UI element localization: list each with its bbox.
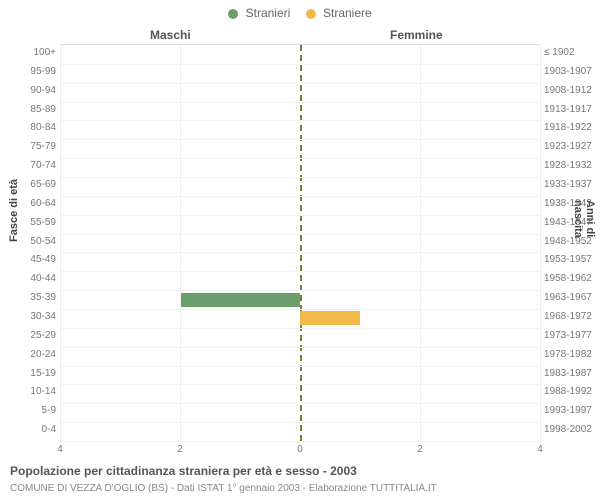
table-row	[60, 366, 540, 386]
table-row	[60, 384, 540, 404]
y-tick-birth: 1978-1982	[544, 346, 600, 365]
table-row	[60, 83, 540, 103]
gridline	[540, 45, 541, 441]
y-tick-birth: 1983-1987	[544, 365, 600, 384]
y-tick-age: 15-19	[0, 365, 56, 384]
table-row	[60, 347, 540, 367]
legend-item-male: Stranieri	[228, 6, 290, 20]
table-row	[60, 215, 540, 235]
y-tick-age: 50-54	[0, 233, 56, 252]
legend-item-female: Straniere	[306, 6, 372, 20]
y-tick-age: 10-14	[0, 383, 56, 402]
x-tick: 0	[297, 444, 303, 455]
y-tick-birth: 1998-2002	[544, 421, 600, 440]
gridline	[60, 45, 61, 441]
y-tick-birth: 1928-1932	[544, 157, 600, 176]
plot-area	[60, 44, 540, 441]
y-tick-birth: 1903-1907	[544, 63, 600, 82]
y-tick-age: 65-69	[0, 176, 56, 195]
x-tick: 2	[177, 444, 183, 455]
y-tick-age: 5-9	[0, 402, 56, 421]
y-tick-birth: 1938-1942	[544, 195, 600, 214]
y-tick-birth: 1933-1937	[544, 176, 600, 195]
y-tick-birth: 1973-1977	[544, 327, 600, 346]
bar-male	[180, 293, 300, 307]
y-tick-birth: 1948-1952	[544, 233, 600, 252]
column-title-male: Maschi	[150, 28, 191, 42]
y-tick-age: 45-49	[0, 251, 56, 270]
y-tick-birth: 1943-1947	[544, 214, 600, 233]
y-tick-age: 95-99	[0, 63, 56, 82]
table-row	[60, 234, 540, 254]
table-row	[60, 403, 540, 423]
table-row	[60, 177, 540, 197]
table-row	[60, 45, 540, 65]
legend: Stranieri Straniere	[0, 6, 600, 20]
y-tick-birth: ≤ 1902	[544, 44, 600, 63]
y-tick-birth: 1958-1962	[544, 270, 600, 289]
y-tick-birth: 1963-1967	[544, 289, 600, 308]
gridline	[180, 45, 181, 441]
column-title-female: Femmine	[390, 28, 443, 42]
x-tick: 2	[417, 444, 423, 455]
y-tick-age: 60-64	[0, 195, 56, 214]
y-tick-age: 55-59	[0, 214, 56, 233]
y-tick-age: 40-44	[0, 270, 56, 289]
y-tick-age: 85-89	[0, 101, 56, 120]
y-tick-age: 30-34	[0, 308, 56, 327]
table-row	[60, 422, 540, 442]
y-tick-birth: 1923-1927	[544, 138, 600, 157]
gridline	[420, 45, 421, 441]
table-row	[60, 120, 540, 140]
x-tick: 4	[57, 444, 63, 455]
table-row	[60, 290, 540, 310]
table-row	[60, 139, 540, 159]
y-tick-birth: 1918-1922	[544, 119, 600, 138]
chart-subcaption: COMUNE DI VEZZA D'OGLIO (BS) - Dati ISTA…	[10, 483, 437, 494]
legend-dot-female	[306, 9, 316, 19]
table-row	[60, 64, 540, 84]
table-row	[60, 196, 540, 216]
y-tick-age: 70-74	[0, 157, 56, 176]
y-tick-age: 35-39	[0, 289, 56, 308]
y-tick-birth: 1908-1912	[544, 82, 600, 101]
table-row	[60, 271, 540, 291]
table-row	[60, 158, 540, 178]
table-row	[60, 309, 540, 329]
bar-female	[300, 311, 360, 325]
table-row	[60, 102, 540, 122]
y-tick-age: 20-24	[0, 346, 56, 365]
chart-caption: Popolazione per cittadinanza straniera p…	[10, 464, 357, 478]
y-tick-birth: 1913-1917	[544, 101, 600, 120]
y-tick-age: 80-84	[0, 119, 56, 138]
y-tick-age: 90-94	[0, 82, 56, 101]
chart-container: Stranieri Straniere Maschi Femmine Fasce…	[0, 0, 600, 500]
x-tick: 4	[537, 444, 543, 455]
y-tick-age: 0-4	[0, 421, 56, 440]
y-tick-birth: 1968-1972	[544, 308, 600, 327]
y-tick-age: 100+	[0, 44, 56, 63]
legend-label-male: Stranieri	[246, 6, 291, 20]
y-tick-birth: 1993-1997	[544, 402, 600, 421]
legend-label-female: Straniere	[323, 6, 372, 20]
table-row	[60, 252, 540, 272]
legend-dot-male	[228, 9, 238, 19]
y-tick-birth: 1988-1992	[544, 383, 600, 402]
y-tick-birth: 1953-1957	[544, 251, 600, 270]
y-tick-age: 75-79	[0, 138, 56, 157]
table-row	[60, 328, 540, 348]
y-tick-age: 25-29	[0, 327, 56, 346]
